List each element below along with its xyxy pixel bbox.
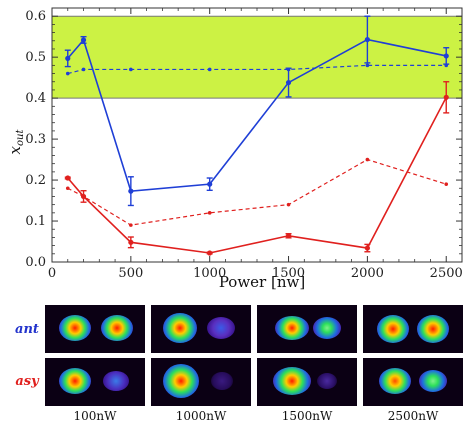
- y-tick-label: 0.1: [25, 214, 46, 229]
- data-point: [207, 181, 213, 187]
- y-tick-label: 0.5: [25, 50, 46, 65]
- data-point: [65, 55, 71, 61]
- data-point: [444, 63, 449, 68]
- mode-spot: [101, 315, 133, 341]
- data-point: [81, 67, 86, 72]
- svg-text:xout: xout: [6, 129, 26, 155]
- power-chart: 0 500 1000 1500 2000 2500 0.0 0.1 0.2 0.3 0.4 0.5 0.…: [6, 7, 463, 290]
- data-point: [285, 233, 292, 239]
- image-asy-2500nw: [363, 358, 463, 406]
- mode-spot: [377, 315, 409, 343]
- mode-spot: [59, 315, 91, 341]
- mode-spot: [379, 368, 411, 394]
- image-ant-1500nw: [257, 305, 357, 353]
- x-tick-label: 500: [118, 266, 143, 281]
- image-asy-1500nw: [257, 358, 357, 406]
- mode-spot: [103, 371, 129, 391]
- mode-spot: [275, 316, 309, 340]
- caption-2500nw: 2500nW: [387, 409, 439, 423]
- data-point: [285, 79, 292, 86]
- caption-1500nw: 1500nW: [281, 409, 333, 423]
- plot-area: [52, 15, 462, 256]
- x-tick-label: 1000: [193, 266, 226, 281]
- data-point: [128, 188, 134, 194]
- caption-1000nw: 1000nW: [175, 409, 227, 423]
- data-point: [365, 157, 370, 162]
- x-tick-label: 2500: [430, 266, 463, 281]
- mode-spot: [163, 364, 199, 398]
- y-tick-label: 0.6: [25, 9, 46, 24]
- target-band: [52, 16, 462, 99]
- y-tick-label: 0.4: [25, 91, 46, 106]
- data-point: [286, 202, 291, 207]
- data-point: [443, 53, 449, 59]
- mode-spot: [59, 368, 91, 394]
- image-ant-2500nw: [363, 305, 463, 353]
- mode-spot: [313, 317, 341, 339]
- data-point: [207, 211, 212, 215]
- mode-spot: [211, 372, 233, 390]
- mode-spot: [317, 373, 337, 389]
- image-ant-100nw: [45, 305, 145, 353]
- mode-spot: [207, 317, 235, 339]
- caption-100nw: 100nW: [73, 409, 117, 423]
- data-point: [207, 67, 212, 72]
- mode-spot: [273, 367, 311, 395]
- mode-spot: [417, 315, 449, 343]
- image-asy-100nw: [45, 358, 145, 406]
- axes: 0 500 1000 1500 2000 2500 0.0 0.1 0.2 0.3 0.4 0.5 0.…: [25, 7, 463, 281]
- y-tick-label: 0.3: [25, 132, 46, 147]
- x-tick-label: 2000: [351, 266, 384, 281]
- y-tick-label: 0.2: [25, 173, 46, 188]
- mode-spot: [163, 313, 197, 343]
- data-point: [207, 250, 213, 256]
- data-point: [129, 67, 133, 72]
- row-label-asy: asy: [15, 374, 39, 389]
- y-axis-label-sub: out: [15, 129, 26, 146]
- row-label-ant: ant: [15, 322, 39, 337]
- data-point: [444, 182, 449, 186]
- data-point: [365, 63, 370, 68]
- data-point: [286, 67, 291, 72]
- data-point: [81, 194, 86, 199]
- series-line-2: [67, 96, 447, 254]
- image-ant-1000nw: [151, 305, 251, 353]
- y-tick-label: 0.0: [25, 255, 46, 270]
- y-axis-label: xout: [6, 129, 26, 155]
- data-point: [128, 239, 134, 245]
- data-point: [364, 36, 370, 43]
- y-axis-label-main: x: [6, 145, 24, 154]
- data-point: [65, 186, 70, 191]
- data-point: [80, 37, 87, 43]
- x-tick-label: 0: [48, 266, 56, 281]
- image-asy-1000nw: [151, 358, 251, 406]
- data-point: [129, 223, 133, 227]
- mode-spot: [419, 370, 447, 392]
- data-point: [65, 175, 71, 181]
- x-axis-label: Power [nw]: [219, 273, 305, 290]
- data-point: [364, 245, 370, 251]
- data-point: [65, 71, 70, 76]
- x-tick-label: 1500: [272, 266, 305, 281]
- data-point: [443, 94, 449, 100]
